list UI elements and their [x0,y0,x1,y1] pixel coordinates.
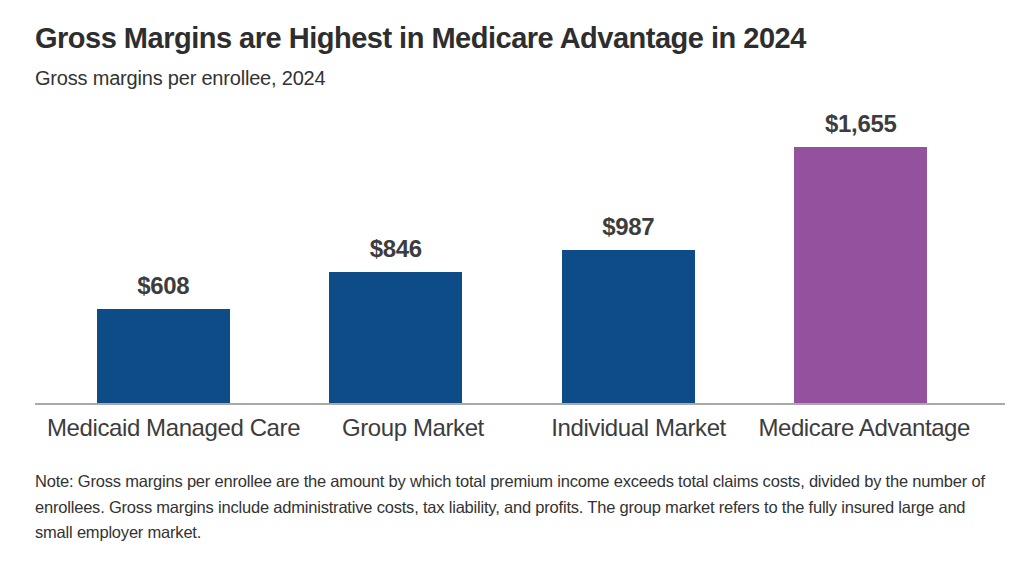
category-cell: Individual Market [526,414,752,442]
bar-group-market [329,272,462,403]
category-label-medicaid-managed-care: Medicaid Managed Care [47,414,300,442]
bar-individual-market [562,250,695,403]
category-cell: Medicaid Managed Care [47,414,300,442]
chart-title: Gross Margins are Highest in Medicare Ad… [35,22,994,55]
bar-value-label: $608 [137,272,189,300]
bar-value-label: $846 [370,235,422,263]
bar-column-medicaid-managed-care: $608 [47,272,280,403]
bar-medicare-advantage [794,147,927,403]
chart-figure: Gross Margins are Highest in Medicare Ad… [0,0,1024,576]
bar-value-label: $1,655 [825,110,897,138]
chart-subtitle: Gross margins per enrollee, 2024 [35,67,994,90]
bar-medicaid-managed-care [97,309,230,403]
chart-note: Note: Gross margins per enrollee are the… [35,469,993,546]
x-axis-line [35,403,1005,405]
bars-area: $608 $846 $987 $1,655 [35,103,1005,403]
category-cell: Group Market [300,414,526,442]
category-cell: Medicare Advantage [751,414,977,442]
bar-chart: $608 $846 $987 $1,655 Medicaid Managed Care… [35,103,1005,442]
bar-column-individual-market: $987 [512,213,745,403]
category-labels-row: Medicaid Managed Care Group Market Individ… [35,414,1005,442]
category-label-medicare-advantage: Medicare Advantage [758,414,970,442]
category-label-individual-market: Individual Market [551,414,726,442]
bar-value-label: $987 [602,213,654,241]
category-label-group-market: Group Market [342,414,484,442]
bar-column-medicare-advantage: $1,655 [745,110,978,403]
bar-column-group-market: $846 [280,235,513,403]
